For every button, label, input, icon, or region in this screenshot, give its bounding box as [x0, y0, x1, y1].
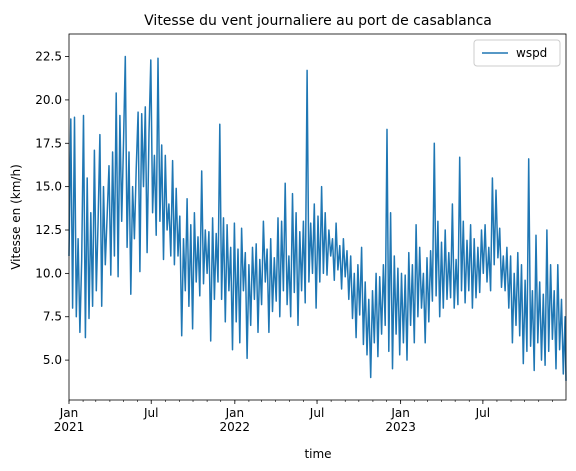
y-tick-label: 7.5 [43, 310, 62, 324]
y-axis-label: Vitesse en (km/h) [9, 164, 23, 270]
chart-title: Vitesse du vent journaliere au port de c… [144, 13, 492, 29]
x-tick-year-label: 2023 [385, 420, 416, 434]
y-tick-label: 10.0 [35, 266, 62, 280]
x-tick-label: Jan [390, 406, 410, 420]
plot-frame [68, 33, 567, 401]
legend: wspd [473, 39, 561, 67]
legend-label-wspd: wspd [516, 46, 547, 60]
y-tick-label: 20.0 [35, 93, 62, 107]
x-tick-label: Jul [309, 406, 324, 420]
y-tick-label: 12.5 [35, 223, 62, 237]
series-line-wspd [68, 55, 567, 381]
y-tick-label: 17.5 [35, 136, 62, 150]
legend-box [473, 39, 561, 67]
x-tick-label: Jan [59, 406, 79, 420]
x-tick-label: Jan [225, 406, 245, 420]
y-tick-label: 5.0 [43, 353, 62, 367]
x-axis-label: time [304, 447, 331, 461]
y-axis: 5.0 7.5 10.0 12.5 15.0 17.5 20.0 22.5 [35, 50, 69, 367]
x-tick-label: Jul [475, 406, 490, 420]
x-tick-label: Jul [143, 406, 158, 420]
plot-area: 5.07.510.012.515.017.520.022.5 Jan2021Ju… [35, 33, 567, 434]
y-tick-label: 22.5 [35, 50, 62, 64]
x-tick-year-label: 2021 [54, 420, 85, 434]
y-tick-label: 15.0 [35, 180, 62, 194]
x-tick-year-label: 2022 [220, 420, 251, 434]
